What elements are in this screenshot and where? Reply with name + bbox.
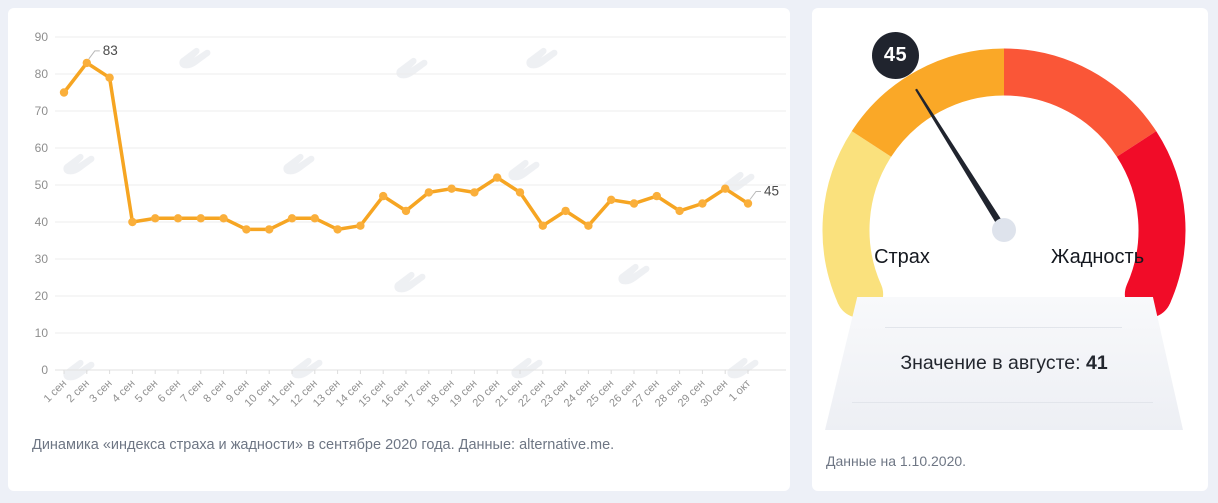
data-point	[310, 214, 319, 223]
y-tick-label: 30	[35, 252, 49, 266]
data-point	[447, 184, 456, 193]
annotation-connector	[88, 50, 100, 60]
gauge-segment-3	[1003, 48, 1157, 158]
data-point	[675, 206, 684, 216]
divider	[852, 402, 1153, 403]
y-tick-label: 70	[35, 104, 49, 118]
data-point	[128, 217, 137, 227]
data-point	[333, 225, 342, 234]
y-tick-label: 90	[35, 30, 49, 44]
gauge-caption: Данные на 1.10.2020.	[826, 453, 967, 469]
x-tick-label: 4 сен	[110, 378, 137, 405]
data-point	[424, 188, 433, 197]
y-tick-label: 50	[35, 178, 49, 192]
data-point	[584, 221, 593, 230]
data-point	[607, 195, 616, 204]
x-tick-label: 1 сен	[42, 378, 69, 405]
gauge-pivot	[992, 218, 1016, 242]
data-point	[629, 199, 639, 208]
data-point	[470, 188, 479, 197]
y-tick-label: 10	[35, 326, 49, 340]
data-point	[538, 221, 547, 230]
data-point	[196, 214, 205, 223]
chart-line	[62, 61, 750, 232]
data-point	[561, 206, 570, 216]
gauge-pedestal: Значение в августе: 41	[825, 297, 1183, 430]
x-tick-label: 2 сен	[64, 378, 91, 405]
data-point	[265, 225, 274, 234]
x-tick-label: 1 окт	[727, 378, 753, 404]
data-point	[151, 214, 160, 223]
x-tick-label: 6 сен	[156, 378, 183, 405]
line-chart-caption: Динамика «индекса страха и жадности» в с…	[32, 437, 615, 453]
data-point	[721, 184, 730, 193]
y-tick-label: 80	[35, 67, 49, 81]
august-value: Значение в августе: 41	[825, 352, 1183, 375]
y-tick-label: 20	[35, 289, 49, 303]
divider	[885, 327, 1122, 328]
x-tick-label: 5 сен	[133, 378, 160, 405]
data-point	[82, 58, 92, 68]
data-point	[105, 73, 114, 82]
data-point	[493, 173, 502, 182]
data-point	[743, 199, 753, 208]
x-tick-label: 7 сен	[178, 378, 205, 405]
annotation-45: 45	[764, 184, 779, 199]
annotation-connector	[749, 191, 761, 200]
y-tick-label: 40	[35, 215, 49, 229]
data-point	[401, 206, 411, 216]
annotation-83: 83	[103, 43, 118, 58]
x-tick-label: 3 сен	[87, 378, 114, 405]
data-point	[59, 88, 69, 97]
x-tick-label: 8 сен	[201, 378, 228, 405]
data-point	[698, 199, 707, 208]
y-tick-label: 0	[41, 363, 48, 377]
fear-greed-gauge	[822, 48, 1186, 318]
august-value-number: 41	[1085, 352, 1108, 374]
data-point	[652, 191, 661, 201]
gauge-needle	[915, 88, 1007, 232]
data-point	[515, 188, 525, 197]
data-point	[173, 214, 183, 223]
gauge-segment-1	[822, 131, 892, 304]
gauge-card: 45 Страх Жадность Значение в августе: 41…	[812, 8, 1208, 491]
fear-label: Страх	[874, 246, 930, 268]
august-value-label: Значение в августе:	[900, 352, 1081, 374]
data-point	[242, 225, 251, 234]
line-chart-card: 0 10 20 30 40 50 60 70 80 90 1 сен 2 сен 3 сен 4 сен 5…	[8, 8, 790, 491]
greed-label: Жадность	[1050, 246, 1145, 268]
gauge-segment-2	[851, 48, 1005, 158]
data-point	[219, 214, 228, 223]
y-tick-label: 60	[35, 141, 49, 155]
gauge-segment-4	[1116, 131, 1186, 304]
data-point	[287, 214, 297, 223]
gauge-value-badge: 45	[872, 32, 919, 79]
data-point	[356, 221, 365, 230]
data-point	[379, 191, 388, 201]
